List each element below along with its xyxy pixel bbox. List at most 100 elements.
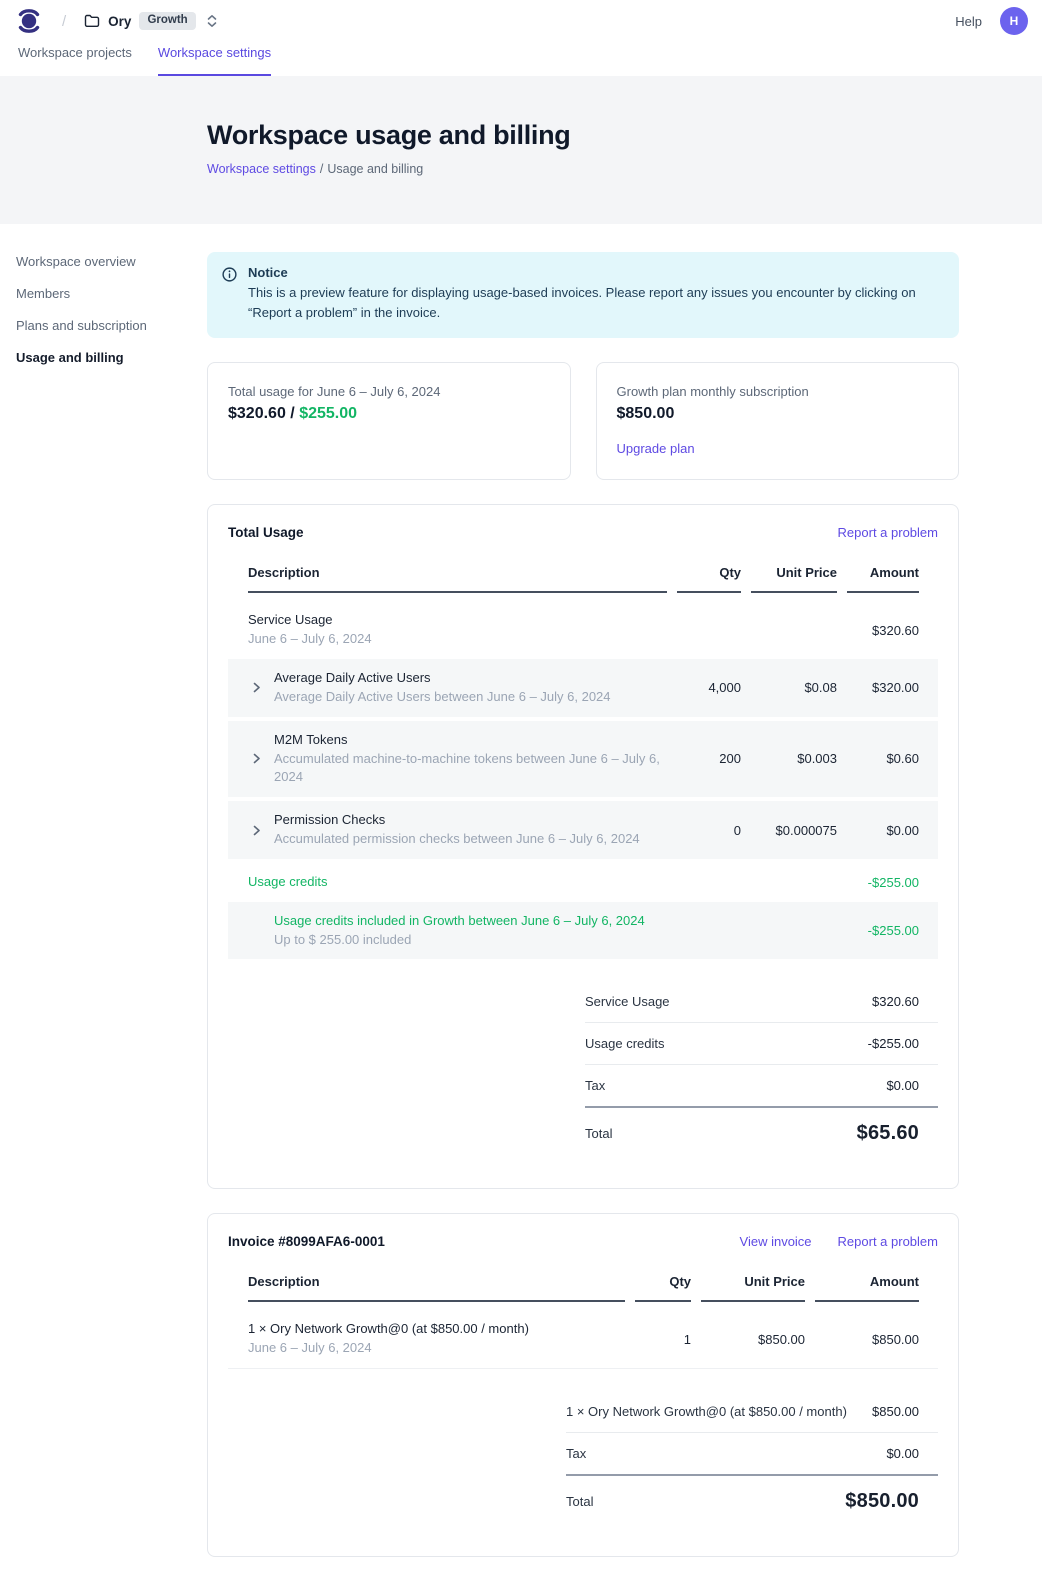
table-row-service-usage: Service Usage June 6 – July 6, 2024 $320…: [228, 601, 938, 659]
row-title: Usage credits included in Growth between…: [274, 912, 645, 931]
topbar: / Ory Growth Help H: [0, 0, 1042, 42]
view-invoice-link[interactable]: View invoice: [740, 1234, 812, 1249]
summary-row-usage-credits: Usage credits -$255.00: [585, 1023, 938, 1065]
row-qty: 200: [677, 751, 741, 766]
row-amount: $850.00: [815, 1332, 919, 1347]
total-usage-label: Total usage for June 6 – July 6, 2024: [228, 384, 550, 399]
summary-value: $850.00: [872, 1404, 919, 1419]
invoice-report-problem-link[interactable]: Report a problem: [838, 1234, 938, 1249]
total-usage-card: Total usage for June 6 – July 6, 2024 $3…: [207, 362, 571, 480]
summary-label: 1 × Ory Network Growth@0 (at $850.00 / m…: [566, 1404, 847, 1419]
row-unit-price: $0.08: [751, 680, 837, 695]
notice-title: Notice: [248, 265, 941, 280]
summary-value: $0.00: [886, 1446, 919, 1461]
summary-value: -$255.00: [868, 1036, 919, 1051]
row-amount: $320.60: [847, 623, 919, 638]
row-title: 1 × Ory Network Growth@0 (at $850.00 / m…: [248, 1320, 529, 1339]
col-description: Description: [248, 1274, 625, 1302]
row-amount: $320.00: [847, 680, 919, 695]
settings-sidebar: Workspace overview Members Plans and sub…: [16, 252, 196, 380]
col-description: Description: [248, 565, 667, 593]
invoice-title: Invoice #8099AFA6-0001: [228, 1234, 385, 1249]
plan-value: $850.00: [617, 405, 939, 423]
summary-label: Total: [566, 1494, 593, 1509]
summary-value: $320.60: [872, 994, 919, 1009]
ory-logo-icon[interactable]: [16, 7, 42, 35]
table-row-usage-credits-detail: Usage credits included in Growth between…: [228, 902, 938, 960]
invoice-panel: Invoice #8099AFA6-0001 View invoice Repo…: [207, 1213, 959, 1557]
hero: Workspace usage and billing Workspace se…: [0, 76, 1042, 224]
tab-workspace-settings[interactable]: Workspace settings: [158, 42, 271, 76]
expand-chevron-right-icon[interactable]: [248, 750, 265, 767]
sidebar-item-plans-and-subscription[interactable]: Plans and subscription: [16, 316, 196, 335]
row-subtitle: June 6 – July 6, 2024: [248, 1339, 529, 1358]
row-amount: -$255.00: [847, 923, 919, 938]
usage-panel-title: Total Usage: [228, 525, 304, 540]
table-row-average-daily-active-users[interactable]: Average Daily Active Users Average Daily…: [228, 659, 938, 717]
invoice-summary: 1 × Ory Network Growth@0 (at $850.00 / m…: [566, 1391, 938, 1526]
row-title: M2M Tokens: [274, 731, 667, 750]
expand-chevron-right-icon[interactable]: [248, 679, 265, 696]
row-subtitle: June 6 – July 6, 2024: [248, 630, 372, 649]
tab-bar: Workspace projects Workspace settings: [0, 42, 1042, 76]
plan-subscription-card: Growth plan monthly subscription $850.00…: [596, 362, 960, 480]
row-qty: 1: [635, 1332, 691, 1347]
summary-label: Tax: [585, 1078, 605, 1093]
total-usage-panel: Total Usage Report a problem Description…: [207, 504, 959, 1189]
usage-amount: $320.60: [228, 405, 286, 422]
sidebar-item-members[interactable]: Members: [16, 284, 196, 303]
table-row-m2m-tokens[interactable]: M2M Tokens Accumulated machine-to-machin…: [228, 721, 938, 798]
row-subtitle: Accumulated permission checks between Ju…: [274, 830, 640, 849]
breadcrumb-current: Usage and billing: [327, 162, 423, 176]
usage-included-amount: $255.00: [299, 405, 357, 422]
summary-row-plan-line: 1 × Ory Network Growth@0 (at $850.00 / m…: [566, 1391, 938, 1433]
col-qty: Qty: [635, 1274, 691, 1302]
row-title: Service Usage: [248, 611, 372, 630]
row-title: Average Daily Active Users: [274, 669, 611, 688]
table-row-permission-checks[interactable]: Permission Checks Accumulated permission…: [228, 801, 938, 859]
table-row-usage-credits: Usage credits -$255.00: [228, 863, 938, 902]
chevron-up-down-icon: [206, 14, 218, 28]
summary-total-value: $65.60: [857, 1122, 919, 1145]
row-title: Usage credits: [248, 873, 327, 892]
summary-label: Usage credits: [585, 1036, 664, 1051]
row-unit-price: $0.003: [751, 751, 837, 766]
sidebar-item-workspace-overview[interactable]: Workspace overview: [16, 252, 196, 271]
col-unit-price: Unit Price: [701, 1274, 805, 1302]
summary-label: Total: [585, 1126, 612, 1141]
total-usage-value: $320.60 / $255.00: [228, 405, 550, 423]
row-unit-price: $0.000075: [751, 823, 837, 838]
summary-label: Tax: [566, 1446, 586, 1461]
row-qty: 4,000: [677, 680, 741, 695]
notice-body: This is a preview feature for displaying…: [248, 283, 941, 323]
row-unit-price: $850.00: [701, 1332, 805, 1347]
usage-table: Description Qty Unit Price Amount Servic…: [228, 557, 938, 959]
row-subtitle: Up to $ 255.00 included: [274, 931, 645, 950]
plan-label: Growth plan monthly subscription: [617, 384, 939, 399]
tab-workspace-projects[interactable]: Workspace projects: [18, 42, 132, 76]
notice-banner: Notice This is a preview feature for dis…: [207, 252, 959, 338]
help-link[interactable]: Help: [955, 14, 982, 29]
usage-report-problem-link[interactable]: Report a problem: [838, 525, 938, 540]
row-amount: $0.00: [847, 823, 919, 838]
breadcrumb: Workspace settings/Usage and billing: [207, 162, 1042, 176]
main-content: Notice This is a preview feature for dis…: [207, 224, 959, 1573]
col-amount: Amount: [815, 1274, 919, 1302]
sidebar-item-usage-and-billing[interactable]: Usage and billing: [16, 348, 196, 367]
col-amount: Amount: [847, 565, 919, 593]
summary-total-value: $850.00: [845, 1490, 919, 1513]
workspace-switcher[interactable]: Ory Growth: [84, 12, 218, 30]
invoice-table: Description Qty Unit Price Amount 1 × Or…: [228, 1266, 938, 1369]
page-title: Workspace usage and billing: [207, 120, 1042, 151]
summary-row-service-usage: Service Usage $320.60: [585, 981, 938, 1023]
row-subtitle: Accumulated machine-to-machine tokens be…: [274, 750, 667, 788]
summary-row-total: Total $65.60: [585, 1108, 938, 1158]
row-title: Permission Checks: [274, 811, 640, 830]
summary-row-tax: Tax $0.00: [585, 1065, 938, 1108]
breadcrumb-link-workspace-settings[interactable]: Workspace settings: [207, 162, 316, 176]
row-amount: -$255.00: [847, 875, 919, 890]
user-avatar[interactable]: H: [1000, 7, 1028, 35]
expand-chevron-right-icon[interactable]: [248, 822, 265, 839]
upgrade-plan-link[interactable]: Upgrade plan: [617, 441, 695, 456]
workspace-name: Ory: [108, 14, 131, 29]
